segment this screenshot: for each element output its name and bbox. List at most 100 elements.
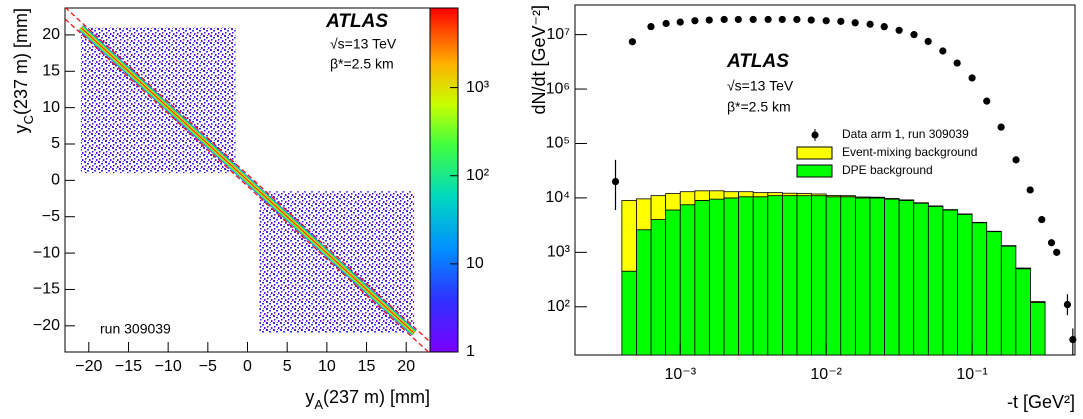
data-point — [851, 19, 859, 27]
hist-bar — [621, 270, 637, 356]
data-point — [778, 15, 786, 24]
y-tick-label: 10² — [547, 298, 571, 315]
y-tick-label: −10 — [33, 244, 60, 261]
hist-bar-stacked — [621, 200, 637, 272]
heatmap-area — [65, 8, 430, 352]
hist-bar-stacked — [767, 192, 783, 197]
data-point — [822, 17, 830, 25]
legend-label: DPE background — [842, 163, 933, 177]
data-point — [628, 38, 637, 46]
hist-bar-stacked — [665, 193, 681, 211]
hist-bar-stacked — [825, 195, 842, 198]
x-tick-label: 0 — [243, 358, 252, 375]
data-point — [939, 47, 947, 55]
y-axis-title: dN/dt [GeV⁻²] — [529, 5, 549, 115]
hist-bar — [752, 196, 769, 356]
x-axis-title: -t [GeV²] — [1007, 392, 1075, 412]
hist-bar — [709, 198, 725, 356]
hist-bar-stacked — [796, 193, 812, 197]
hist-bar-stacked — [782, 192, 798, 197]
hist-bar — [957, 213, 973, 356]
y-tick-label: −20 — [33, 317, 60, 334]
legend-marker — [811, 131, 819, 139]
data-point — [895, 26, 903, 34]
y-tick-label: 5 — [51, 135, 60, 152]
hist-bar — [650, 219, 667, 356]
atlas-label: ATLAS — [726, 51, 789, 72]
hist-bar — [767, 195, 783, 356]
x-tick-label: −20 — [75, 358, 102, 375]
hist-bar — [898, 199, 915, 356]
hist-bar-stacked — [1000, 245, 1017, 247]
y-tick-label: −15 — [33, 281, 60, 298]
data-point — [749, 15, 757, 24]
data-point — [1047, 239, 1056, 247]
data-point — [662, 19, 670, 28]
hist-bar — [1015, 268, 1031, 356]
atlas-label: ATLAS — [325, 11, 388, 32]
hist-bar-stacked — [869, 196, 885, 199]
colorbar — [429, 7, 459, 353]
x-tick-label: 10⁻³ — [664, 366, 696, 383]
axis-title-part: C — [21, 115, 36, 124]
data-point — [691, 17, 699, 25]
annotation: √s=13 TeV — [727, 78, 794, 94]
data-point — [611, 177, 620, 186]
z-tick-label: 1 — [466, 343, 475, 360]
data-point — [837, 17, 845, 25]
data-point — [1038, 215, 1046, 224]
legend-swatch — [796, 164, 833, 178]
data-point — [807, 16, 815, 24]
annotation: run 309039 — [100, 321, 171, 337]
hist-bar — [884, 198, 900, 356]
legend-swatch — [796, 146, 833, 160]
hist-bar — [782, 195, 798, 356]
cut-line — [65, 8, 430, 343]
y-tick-label: 10⁶ — [546, 80, 570, 97]
y-tick-label: 0 — [51, 172, 60, 189]
axis-title-part: A — [314, 397, 323, 412]
hist-bar-stacked — [636, 198, 652, 231]
data-point — [953, 59, 961, 67]
y-tick-label: 10⁷ — [546, 26, 570, 43]
hist-bar-stacked — [884, 198, 900, 200]
hist-bar-stacked — [840, 195, 856, 198]
hist-bar-stacked — [709, 190, 725, 200]
annotation: β*=2.5 km — [727, 99, 791, 115]
y-tick-label: 20 — [42, 26, 60, 43]
x-tick-label: 20 — [397, 358, 415, 375]
hist-bar — [738, 196, 754, 356]
x-tick-label: −5 — [199, 358, 217, 375]
data-point — [764, 15, 772, 24]
legend-label: Data arm 1, run 309039 — [842, 127, 969, 141]
data-point — [880, 23, 888, 31]
hist-bar-stacked — [723, 191, 740, 199]
hist-bar — [913, 202, 929, 356]
hist-bar — [854, 197, 871, 356]
hist-bar — [986, 231, 1002, 356]
hist-bar-stacked — [738, 191, 754, 198]
axis-title-part: y — [305, 387, 314, 407]
cut-line — [65, 18, 430, 352]
y-tick-label: 15 — [42, 62, 60, 79]
z-tick-label: 10³ — [466, 79, 490, 96]
y-tick-label: 10³ — [547, 244, 571, 261]
data-point — [997, 123, 1005, 131]
data-point — [647, 23, 655, 31]
z-tick-label: 10 — [466, 255, 484, 272]
hist-bar-stacked — [679, 191, 696, 206]
hist-bar-stacked — [898, 199, 915, 201]
hist-bar — [665, 209, 681, 356]
data-point — [866, 20, 874, 28]
x-tick-label: 10⁻² — [810, 366, 842, 383]
axis-title-part: (237 m) [mm] — [323, 387, 430, 407]
data-point — [705, 16, 713, 24]
hist-bar — [942, 209, 958, 356]
data-point — [720, 15, 728, 24]
hist-bar — [1000, 245, 1017, 356]
z-tick-label: 10² — [466, 167, 490, 184]
hist-bar — [840, 196, 856, 356]
diagonal-band — [80, 27, 415, 334]
data-point — [1026, 186, 1034, 194]
